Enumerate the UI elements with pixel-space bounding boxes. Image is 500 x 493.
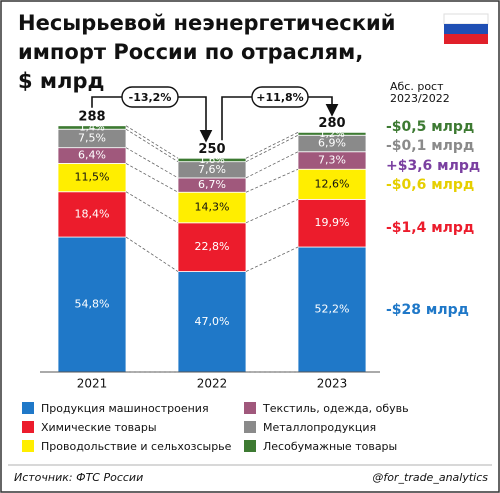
legend-label: Продукция машиностроения <box>41 402 209 415</box>
bar-segment <box>177 271 247 373</box>
change-header: 2023/2022 <box>390 92 450 105</box>
bar-segment <box>177 157 247 163</box>
connector <box>125 191 179 224</box>
source: Источник: ФТС России <box>14 471 143 484</box>
bar-segment <box>57 163 127 193</box>
value-label: 1,2% <box>319 129 344 140</box>
growth-box <box>121 86 179 108</box>
connector <box>125 236 179 272</box>
change-label: +$3,6 млрд <box>386 158 480 174</box>
value-label: 6,7% <box>198 178 226 191</box>
change-label: -$0,5 млрд <box>386 119 474 135</box>
value-label: 19,9% <box>315 216 350 229</box>
connector <box>125 128 179 163</box>
bar-segment <box>297 131 367 136</box>
legend-swatch <box>244 421 256 433</box>
value-label: 22,8% <box>195 240 230 253</box>
total-label: 288 <box>78 109 105 124</box>
bar-segment <box>57 125 127 130</box>
legend-label: Проводольствие и сельхозсырье <box>41 440 232 453</box>
chart-title: Несырьевой неэнергетический <box>18 11 395 35</box>
connector <box>245 246 299 272</box>
value-label: 54,8% <box>75 298 110 311</box>
value-label: 6,9% <box>318 136 346 149</box>
value-label: 11,5% <box>75 171 110 184</box>
legend-label: Лесобумажные товары <box>263 440 397 453</box>
legend-swatch <box>22 421 34 433</box>
legend-swatch <box>22 440 34 452</box>
chart-title: импорт России по отраслям, <box>18 40 363 64</box>
value-label: 7,3% <box>318 153 346 166</box>
value-label: 7,6% <box>198 163 226 176</box>
handle: @for_trade_analytics <box>372 471 488 484</box>
connector <box>125 147 179 179</box>
growth-label: +11,8% <box>256 91 303 104</box>
bar-segment <box>177 191 247 224</box>
legend-label: Химические товары <box>41 421 157 434</box>
flag <box>443 13 489 44</box>
legend-swatch <box>244 402 256 414</box>
growth-box <box>251 86 309 108</box>
legend-swatch <box>22 402 34 414</box>
bar-segment <box>177 222 247 272</box>
bar-segment <box>297 168 367 200</box>
x-tick-label: 2023 <box>317 377 348 391</box>
change-label: -$1,4 млрд <box>386 220 474 236</box>
bar-segment <box>57 236 127 373</box>
value-label: 1,4% <box>79 122 104 133</box>
legend-label: Текстиль, одежда, обувь <box>262 402 409 415</box>
chart-title: $ млрд <box>18 69 104 93</box>
total-label: 280 <box>318 116 345 131</box>
value-label: 52,2% <box>315 303 350 316</box>
total-label: 250 <box>198 142 225 157</box>
change-label: -$0,1 млрд <box>386 138 474 154</box>
growth-label: -13,2% <box>129 91 172 104</box>
bar-segment <box>297 198 367 248</box>
value-label: 7,5% <box>78 131 106 144</box>
value-label: 47,0% <box>195 315 230 328</box>
value-label: 12,6% <box>315 177 350 190</box>
change-label: -$0,6 млрд <box>386 177 474 193</box>
value-label: 1,6% <box>199 155 224 166</box>
connector <box>245 199 299 224</box>
connector <box>125 125 179 159</box>
change-label: -$28 млрд <box>386 302 469 318</box>
legend-label: Металлопродукция <box>263 421 376 434</box>
legend-swatch <box>244 440 256 452</box>
value-label: 14,3% <box>195 201 230 214</box>
value-label: 6,4% <box>78 149 106 162</box>
value-label: 18,4% <box>75 207 110 220</box>
x-tick-label: 2021 <box>77 377 108 391</box>
x-tick-label: 2022 <box>197 377 228 391</box>
bar-segment <box>297 246 367 373</box>
change-header: Абс. рост <box>390 80 444 93</box>
connector <box>245 168 299 193</box>
